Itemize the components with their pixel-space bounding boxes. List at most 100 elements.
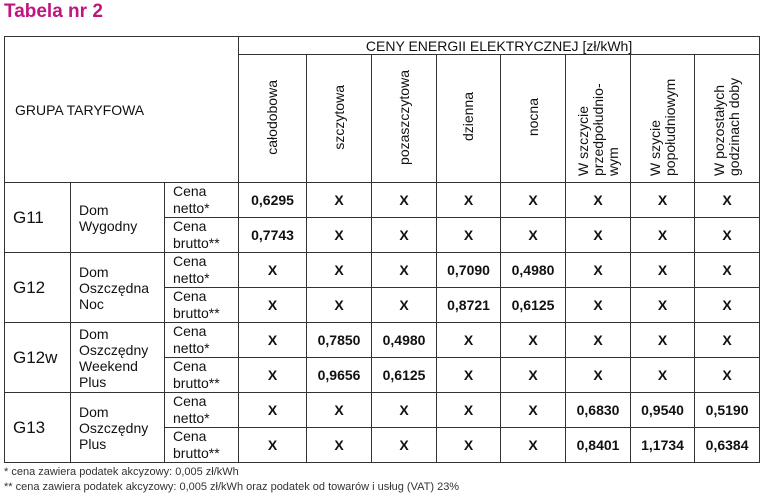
price-type: Cena netto* bbox=[163, 182, 240, 218]
table-row: G12 Dom Oszczędna Noc Cena netto* X X X 0,7090… bbox=[4, 252, 761, 323]
price-cell: X bbox=[500, 182, 567, 218]
column-header-label: W szczycie przedpołudnio-wym bbox=[574, 83, 621, 176]
tariff-table: GRUPA TARYFOWA CENY ENERGII ELEKTRYCZNEJ… bbox=[3, 36, 761, 463]
price-cell: 0,6830 bbox=[565, 392, 632, 428]
price-cell: X bbox=[630, 217, 696, 253]
column-header-label: szczytowa bbox=[330, 84, 347, 150]
column-header: całodobowa bbox=[238, 54, 308, 183]
price-cell: X bbox=[630, 252, 696, 288]
price-cell: X bbox=[436, 357, 502, 393]
column-header-label: W pozostałych godzinach doby bbox=[711, 77, 743, 176]
tariff-code: G11 bbox=[4, 182, 71, 253]
price-cell: 0,9656 bbox=[306, 357, 373, 393]
group-header: GRUPA TARYFOWA bbox=[3, 36, 240, 183]
price-cell: X bbox=[630, 322, 696, 358]
table-row: Cena brutto** X X X X X 0,8401 1,1734 0,6384 bbox=[5, 427, 761, 463]
price-cell: X bbox=[630, 357, 696, 393]
column-header-label: nocna bbox=[524, 97, 541, 137]
tariff-code: G12 bbox=[4, 252, 71, 323]
column-header-label: dzienna bbox=[460, 92, 477, 142]
price-cell: X bbox=[565, 287, 632, 323]
price-cell: X bbox=[306, 182, 373, 218]
price-cell: X bbox=[694, 252, 761, 288]
price-cell: X bbox=[565, 252, 632, 288]
price-cell: X bbox=[306, 392, 373, 428]
price-cell: X bbox=[565, 322, 632, 358]
tariff-name: Dom Oszczędny Plus bbox=[70, 392, 165, 463]
price-cell: X bbox=[500, 392, 567, 428]
column-header-label: W szycie popołudniowym bbox=[646, 78, 678, 176]
price-cell: X bbox=[306, 287, 373, 323]
price-cell: 0,6384 bbox=[694, 427, 761, 463]
price-cell: X bbox=[306, 427, 373, 463]
table-title: Tabela nr 2 bbox=[4, 1, 103, 22]
price-cell: 0,9540 bbox=[630, 392, 696, 428]
tariff-code: G12w bbox=[4, 322, 71, 393]
price-cell: X bbox=[371, 217, 438, 253]
price-cell: X bbox=[565, 357, 632, 393]
price-cell: X bbox=[630, 182, 696, 218]
price-cell: X bbox=[565, 182, 632, 218]
price-cell: 1,1734 bbox=[630, 427, 696, 463]
price-cell: X bbox=[436, 427, 502, 463]
footnote: ** cena zawiera podatek akcyzowy: 0,005 … bbox=[4, 481, 460, 493]
price-cell: 0,4980 bbox=[371, 322, 438, 358]
table-row: G12w Dom Oszczędny Weekend Plus Cena netto… bbox=[4, 322, 761, 393]
price-cell: X bbox=[436, 182, 502, 218]
price-cell: X bbox=[694, 182, 761, 218]
tariff-code: G13 bbox=[4, 392, 71, 463]
column-header: nocna bbox=[500, 54, 567, 183]
price-cell: X bbox=[238, 427, 308, 463]
price-cell: X bbox=[371, 287, 438, 323]
table-row: G11 Dom Wygodny Cena netto* 0,6295 X X X X X X X bbox=[4, 182, 761, 253]
price-cell: X bbox=[238, 252, 308, 288]
tariff-name: Dom Oszczędna Noc bbox=[70, 252, 165, 323]
price-cell: X bbox=[436, 322, 502, 358]
price-cell: 0,7850 bbox=[306, 322, 373, 358]
price-cell: X bbox=[436, 392, 502, 428]
price-cell: X bbox=[500, 322, 567, 358]
price-type: Cena brutto** bbox=[163, 287, 240, 323]
column-header: W szycie popołudniowym bbox=[630, 54, 696, 183]
price-cell: X bbox=[238, 322, 308, 358]
price-cell: X bbox=[500, 357, 567, 393]
price-cell: X bbox=[694, 217, 761, 253]
price-cell: X bbox=[306, 252, 373, 288]
column-header: pozaszczytowa bbox=[371, 54, 438, 183]
column-header: dzienna bbox=[436, 54, 502, 183]
column-header-label: pozaszczytowa bbox=[395, 69, 412, 165]
price-type: Cena netto* bbox=[163, 322, 240, 358]
tariff-name: Dom Oszczędny Weekend Plus bbox=[70, 322, 165, 393]
price-cell: 0,6125 bbox=[500, 287, 567, 323]
price-type: Cena brutto** bbox=[163, 357, 240, 393]
price-cell: X bbox=[371, 182, 438, 218]
price-cell: 0,5190 bbox=[694, 392, 761, 428]
price-cell: X bbox=[500, 217, 567, 253]
column-header: W szczycie przedpołudnio-wym bbox=[565, 54, 632, 183]
price-type: Cena netto* bbox=[163, 392, 240, 428]
price-cell: 0,4980 bbox=[500, 252, 567, 288]
prices-header: CENY ENERGII ELEKTRYCZNEJ [zł/kWh] bbox=[238, 36, 761, 55]
column-header: W pozostałych godzinach doby bbox=[694, 54, 761, 183]
footnote: * cena zawiera podatek akcyzowy: 0,005 z… bbox=[4, 466, 239, 478]
price-cell: X bbox=[436, 217, 502, 253]
table-row: G13 Dom Oszczędny Plus Cena netto* X X X X X 0,6… bbox=[4, 392, 761, 463]
price-cell: X bbox=[371, 252, 438, 288]
price-cell: X bbox=[371, 427, 438, 463]
price-cell: X bbox=[238, 392, 308, 428]
price-cell: X bbox=[694, 322, 761, 358]
price-cell: X bbox=[565, 217, 632, 253]
price-cell: X bbox=[630, 287, 696, 323]
price-cell: X bbox=[694, 287, 761, 323]
price-cell: X bbox=[694, 357, 761, 393]
table-row: Cena brutto** X X X 0,8721 0,6125 X X X bbox=[5, 287, 761, 323]
price-cell: X bbox=[371, 392, 438, 428]
price-cell: X bbox=[500, 427, 567, 463]
price-cell: X bbox=[306, 217, 373, 253]
column-header: szczytowa bbox=[306, 54, 373, 183]
table-row: Cena brutto** 0,7743 X X X X X X X bbox=[5, 217, 761, 253]
price-type: Cena netto* bbox=[163, 252, 240, 288]
price-cell: 0,7090 bbox=[436, 252, 502, 288]
price-cell: 0,8721 bbox=[436, 287, 502, 323]
price-cell: 0,6125 bbox=[371, 357, 438, 393]
